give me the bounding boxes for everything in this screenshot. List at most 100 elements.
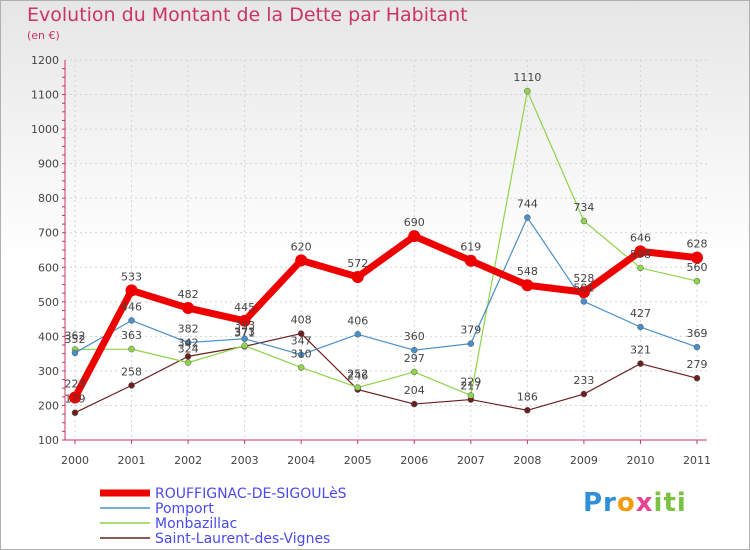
- x-tick-label-2: 2002: [174, 454, 202, 467]
- data-point-s1-3: [241, 335, 248, 343]
- x-tick-label-3: 2003: [231, 454, 259, 467]
- data-point-s0-8: [521, 279, 534, 292]
- data-point-s1-6: [411, 346, 418, 354]
- data-point-s0-6: [408, 230, 421, 243]
- data-point-s2-3: [241, 342, 248, 349]
- x-tick-label-11: 2011: [683, 454, 711, 467]
- y-tick-label-10: 1100: [31, 89, 59, 102]
- data-point-s1-2: [184, 339, 192, 346]
- data-point-s3-1: [128, 382, 135, 389]
- data-point-s2-1: [128, 345, 135, 353]
- data-label-s3-1: 258: [121, 365, 142, 378]
- data-point-s2-6: [411, 368, 418, 376]
- data-point-s2-5: [354, 384, 361, 391]
- data-point-s3-6: [411, 400, 418, 408]
- y-tick-label-4: 500: [38, 296, 59, 309]
- y-tick-label-11: 1200: [31, 54, 59, 67]
- legend-label-3: Saint-Laurent-des-Vignes: [155, 531, 330, 547]
- data-label-s3-9: 233: [573, 374, 594, 387]
- proxiti-logo: Proxiti: [583, 488, 687, 518]
- data-label-s1-1: 446: [121, 300, 142, 313]
- y-tick-label-2: 300: [38, 365, 59, 378]
- logo-part-1: Pr: [583, 488, 617, 518]
- data-label-s3-8: 186: [517, 390, 538, 403]
- x-tick-label-0: 2000: [61, 454, 89, 467]
- data-label-s1-10: 427: [630, 307, 651, 320]
- chart-title: Evolution du Montant de la Dette par Hab…: [27, 4, 468, 26]
- data-label-s3-10: 321: [630, 344, 651, 357]
- x-tick-label-6: 2006: [400, 454, 428, 467]
- data-point-s3-9: [580, 390, 588, 398]
- y-tick-label-1: 200: [38, 399, 59, 412]
- data-label-s1-5: 406: [347, 314, 368, 327]
- data-point-s0-3: [238, 314, 251, 327]
- y-tick-label-3: 400: [38, 330, 59, 343]
- data-label-s3-7: 217: [460, 380, 481, 393]
- data-point-s0-2: [182, 302, 195, 315]
- data-label-s1-2: 382: [178, 323, 199, 336]
- data-label-s0-0: 223: [65, 378, 86, 391]
- data-label-s0-10: 646: [630, 231, 651, 244]
- data-label-s3-2: 342: [178, 336, 199, 349]
- data-label-s0-7: 619: [460, 241, 481, 254]
- y-tick-label-0: 100: [38, 434, 59, 447]
- data-point-s1-5: [354, 331, 361, 338]
- data-label-s0-11: 628: [687, 238, 708, 251]
- data-label-s1-8: 744: [517, 198, 538, 211]
- data-point-s2-9: [580, 217, 588, 225]
- data-label-s1-7: 379: [460, 324, 481, 337]
- data-label-s3-5: 246: [347, 370, 368, 383]
- data-label-s2-6: 297: [404, 352, 425, 365]
- data-label-s1-3: 393: [234, 319, 255, 332]
- data-point-s1-0: [71, 349, 79, 357]
- data-point-s3-11: [693, 374, 701, 382]
- data-label-s1-9: 501: [573, 281, 594, 294]
- data-label-s2-0: 362: [65, 329, 86, 342]
- y-tick-label-6: 700: [38, 227, 59, 240]
- series-line-0: [71, 232, 698, 400]
- legend-label-2: Monbazillac: [155, 516, 237, 532]
- data-point-s3-0: [71, 409, 79, 416]
- data-point-s2-8: [524, 87, 531, 95]
- y-tick-label-9: 1000: [31, 123, 59, 136]
- legend-label-0: ROUFFIGNAC-DE-SIGOULèS: [155, 486, 347, 502]
- data-label-s2-5: 252: [347, 367, 368, 380]
- x-tick-label-4: 2004: [287, 454, 315, 467]
- data-label-s3-3: 371: [234, 326, 255, 339]
- x-tick-label-7: 2007: [457, 454, 485, 467]
- y-tick-label-5: 600: [38, 261, 59, 274]
- data-label-s2-7: 229: [460, 375, 481, 388]
- data-label-s2-11: 560: [687, 261, 708, 274]
- legend-label-1: Pomport: [155, 501, 214, 517]
- data-point-s2-11: [693, 277, 701, 285]
- data-point-s0-5: [351, 270, 364, 283]
- data-label-s2-3: 373: [234, 326, 255, 339]
- series-line-1: [74, 216, 698, 356]
- series-line-2: [74, 90, 698, 397]
- x-tick-label-10: 2010: [626, 454, 654, 467]
- data-point-s3-8: [524, 407, 531, 414]
- data-label-s3-11: 279: [687, 358, 708, 371]
- data-label-s1-6: 360: [404, 330, 425, 343]
- data-label-s2-9: 734: [573, 201, 594, 214]
- data-label-s1-0: 352: [65, 333, 86, 346]
- data-point-s2-7: [467, 392, 475, 399]
- data-point-s0-9: [577, 286, 590, 299]
- x-tick-label-1: 2001: [118, 454, 146, 467]
- data-label-s0-3: 445: [234, 301, 255, 314]
- data-label-s2-2: 324: [178, 343, 199, 356]
- x-tick-label-5: 2005: [344, 454, 372, 467]
- chart-subtitle: (en €): [27, 29, 60, 42]
- data-point-s2-2: [184, 359, 192, 366]
- data-label-s1-11: 369: [687, 327, 708, 340]
- x-tick-label-8: 2008: [513, 454, 541, 467]
- data-label-s3-6: 204: [404, 384, 425, 397]
- data-point-s1-1: [128, 317, 135, 324]
- data-label-s1-4: 347: [291, 335, 312, 348]
- series-line-3: [74, 333, 698, 414]
- data-label-s2-4: 310: [291, 347, 312, 360]
- data-point-s2-4: [297, 364, 305, 371]
- data-label-s2-8: 1110: [513, 71, 541, 84]
